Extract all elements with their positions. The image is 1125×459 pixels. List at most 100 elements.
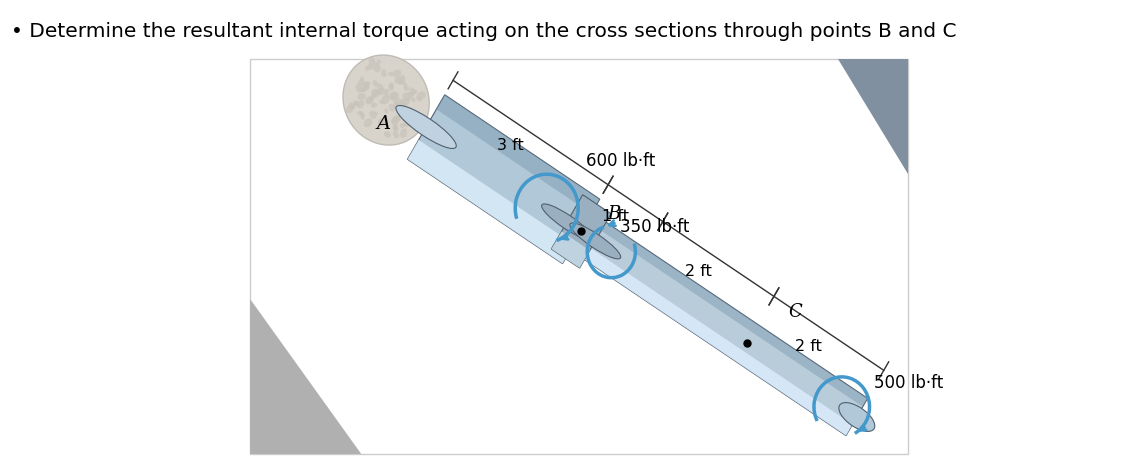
Ellipse shape	[388, 92, 397, 101]
Ellipse shape	[363, 82, 370, 87]
Ellipse shape	[354, 101, 360, 107]
Ellipse shape	[356, 84, 362, 93]
Ellipse shape	[399, 123, 406, 129]
Ellipse shape	[360, 112, 363, 117]
Ellipse shape	[392, 119, 398, 126]
Ellipse shape	[385, 109, 388, 114]
Polygon shape	[570, 239, 853, 436]
Ellipse shape	[379, 101, 385, 105]
Text: 350 lb·ft: 350 lb·ft	[620, 218, 690, 236]
Ellipse shape	[374, 112, 378, 116]
Ellipse shape	[404, 87, 410, 92]
Ellipse shape	[541, 204, 593, 241]
Ellipse shape	[377, 84, 384, 91]
Ellipse shape	[407, 93, 414, 99]
Ellipse shape	[389, 84, 394, 91]
Ellipse shape	[390, 97, 395, 102]
Ellipse shape	[374, 63, 380, 73]
Polygon shape	[838, 60, 908, 174]
Ellipse shape	[377, 89, 386, 96]
Ellipse shape	[395, 78, 404, 85]
Ellipse shape	[378, 121, 382, 126]
Ellipse shape	[393, 132, 399, 139]
Ellipse shape	[358, 81, 364, 86]
Ellipse shape	[362, 83, 368, 92]
Ellipse shape	[413, 90, 417, 95]
Ellipse shape	[392, 118, 397, 125]
Ellipse shape	[388, 84, 394, 89]
Ellipse shape	[357, 112, 362, 116]
Ellipse shape	[388, 73, 394, 77]
Bar	[250, 60, 908, 454]
Ellipse shape	[384, 90, 389, 96]
Ellipse shape	[371, 90, 379, 96]
Ellipse shape	[366, 97, 374, 105]
Polygon shape	[436, 95, 600, 214]
Ellipse shape	[343, 56, 430, 146]
Ellipse shape	[357, 101, 364, 109]
Text: 1 ft: 1 ft	[602, 208, 629, 223]
Polygon shape	[551, 195, 611, 269]
Ellipse shape	[839, 403, 875, 431]
Ellipse shape	[416, 92, 426, 100]
Ellipse shape	[412, 98, 415, 103]
Ellipse shape	[403, 83, 407, 89]
Ellipse shape	[416, 97, 422, 102]
Ellipse shape	[407, 113, 416, 121]
Ellipse shape	[392, 93, 399, 99]
Ellipse shape	[368, 65, 374, 71]
Ellipse shape	[393, 116, 400, 124]
Ellipse shape	[393, 102, 399, 109]
Ellipse shape	[367, 98, 374, 105]
Ellipse shape	[371, 103, 377, 108]
Ellipse shape	[393, 70, 402, 78]
Ellipse shape	[394, 125, 398, 131]
Ellipse shape	[371, 90, 380, 99]
Ellipse shape	[377, 60, 381, 65]
Text: A: A	[377, 115, 390, 133]
Ellipse shape	[404, 118, 414, 128]
Ellipse shape	[396, 106, 457, 149]
Ellipse shape	[360, 77, 364, 84]
Ellipse shape	[363, 119, 372, 128]
Ellipse shape	[369, 58, 375, 67]
Polygon shape	[407, 140, 574, 264]
Polygon shape	[570, 213, 867, 436]
Ellipse shape	[399, 99, 410, 107]
Ellipse shape	[570, 224, 621, 259]
Ellipse shape	[378, 119, 385, 128]
Ellipse shape	[381, 95, 389, 105]
Text: • Determine the resultant internal torque acting on the cross sections through p: • Determine the resultant internal torqu…	[11, 22, 956, 41]
Polygon shape	[587, 213, 867, 407]
Text: 500 lb·ft: 500 lb·ft	[874, 373, 944, 391]
Text: 2 ft: 2 ft	[795, 338, 822, 353]
Ellipse shape	[410, 89, 415, 97]
Polygon shape	[250, 299, 361, 454]
Ellipse shape	[369, 111, 377, 120]
Ellipse shape	[366, 67, 369, 72]
Text: C: C	[789, 302, 802, 320]
Ellipse shape	[364, 83, 369, 89]
Ellipse shape	[358, 94, 366, 101]
Text: 2 ft: 2 ft	[685, 264, 711, 279]
Ellipse shape	[345, 106, 354, 114]
Ellipse shape	[349, 103, 356, 110]
Ellipse shape	[400, 129, 407, 139]
Ellipse shape	[393, 116, 399, 122]
Ellipse shape	[398, 76, 406, 85]
Ellipse shape	[360, 114, 366, 120]
Ellipse shape	[388, 105, 395, 112]
Ellipse shape	[399, 103, 407, 112]
Text: 600 lb·ft: 600 lb·ft	[586, 152, 655, 170]
Ellipse shape	[394, 98, 403, 106]
Ellipse shape	[362, 88, 367, 93]
Ellipse shape	[372, 81, 378, 88]
Polygon shape	[551, 232, 590, 269]
Ellipse shape	[350, 105, 356, 110]
Ellipse shape	[384, 132, 392, 138]
Ellipse shape	[403, 93, 411, 102]
Ellipse shape	[393, 125, 398, 132]
Ellipse shape	[353, 101, 358, 106]
Text: 3 ft: 3 ft	[497, 138, 523, 153]
Ellipse shape	[381, 119, 388, 126]
